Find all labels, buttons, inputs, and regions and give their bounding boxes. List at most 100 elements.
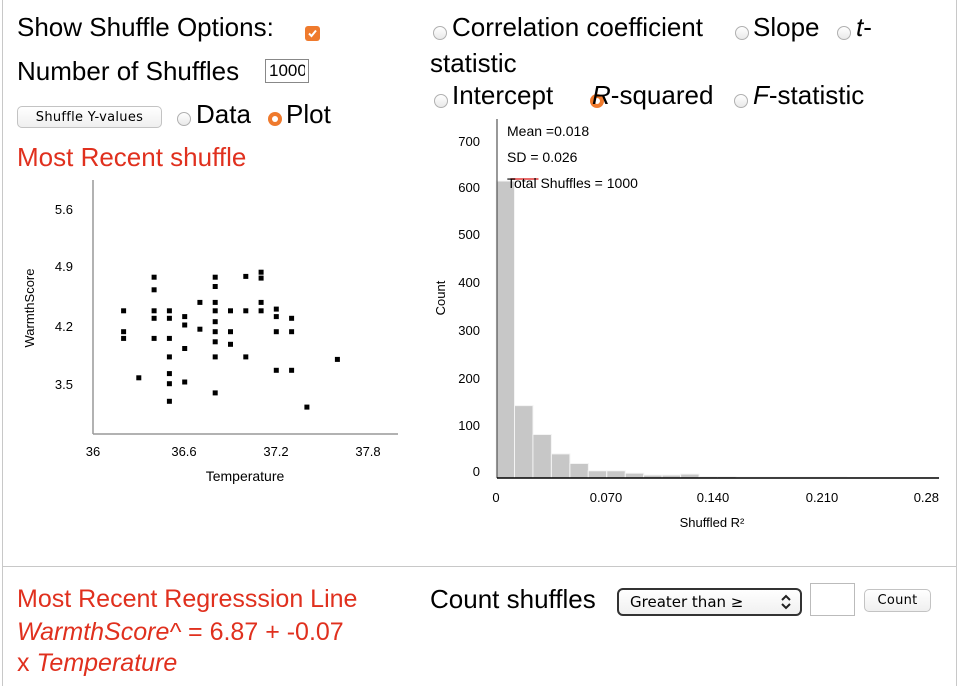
checkmark-icon [308,29,317,38]
hist-xtick-label: 0.210 [806,490,839,505]
regression-var: Temperature [36,649,178,677]
histogram-bar [606,470,626,479]
r-squared-radio[interactable] [590,94,605,108]
t-statistic-hyphen: - [863,12,872,42]
scatter-xtick-label: 37.8 [355,444,380,459]
histogram-bar [495,180,515,479]
num-shuffles-input[interactable] [265,59,309,83]
scatter-ytick-label: 4.9 [55,259,73,274]
scatter-point [258,275,264,281]
scatter-point [182,314,188,320]
hist-ytick-label: 100 [458,418,480,433]
correlation-radio[interactable] [433,26,447,40]
scatter-point [136,375,142,381]
slope-label: Slope [753,12,820,42]
scatter-point [166,371,172,377]
scatter-point [212,354,218,360]
histogram-bar [550,453,571,479]
scatter-point [182,346,188,351]
scatter-point [304,404,310,410]
intercept-radio[interactable] [434,94,448,108]
scatter-point [228,329,233,335]
regression-x-prefix: x [17,649,37,677]
scatter-point [273,306,279,312]
scatter-point [166,315,172,321]
hist-ytick-label: 400 [458,275,480,290]
scatter-point [166,381,172,387]
num-shuffles-label: Number of Shuffles [17,56,240,86]
histogram-bar [514,405,534,479]
scatter-heading: Most Recent shuffle [17,142,247,172]
comparison-select[interactable]: Greater than ≥ [617,588,802,616]
section-divider [2,566,957,567]
data-radio[interactable] [177,112,191,126]
scatter-point [289,315,295,321]
scatter-point [121,329,127,335]
hist-y-axis-label: Count [433,280,448,315]
shuffle-y-values-button[interactable]: Shuffle Y-values [17,106,162,128]
regression-equation: WarmthScore^ = 6.87 + -0.07 [17,617,344,647]
correlation-label: Correlation coefficient [452,12,703,42]
scatter-ytick-label: 3.5 [55,377,73,392]
count-threshold-input[interactable] [810,583,855,616]
hist-sd-text: SD = 0.026 [507,149,578,165]
scatter-point [197,326,203,332]
scatter-point [121,308,127,314]
scatter-ytick-label: 4.2 [55,319,73,334]
scatter-point [212,319,218,325]
scatter-point [258,269,264,275]
scatter-point [243,308,249,314]
hist-total-text: Total Shuffles = 1000 [507,175,638,191]
hist-ytick-label: 600 [458,180,480,195]
chevron-updown-icon [781,594,791,610]
scatter-point [166,308,172,314]
t-statistic-label-rest: statistic [430,48,517,78]
comparison-select-value: Greater than ≥ [630,593,744,611]
intercept-label: Intercept [452,80,554,110]
scatter-point [228,341,233,347]
scatter-point [212,329,218,335]
scatter-point [258,299,264,305]
scatter-point [121,335,127,341]
scatter-point [289,367,295,373]
hist-ytick-label: 500 [458,227,480,242]
scatter-xtick-label: 37.2 [263,444,288,459]
f-statistic-label: F-statistic [753,80,864,110]
regression-lhs: WarmthScore^ [17,618,182,646]
scatter-point [273,367,279,373]
scatter-point [258,308,264,314]
plot-radio[interactable] [268,112,282,126]
hist-x-axis-label: Shuffled R² [680,515,745,530]
scatter-point [166,398,172,404]
scatter-point [182,379,188,385]
scatter-point [212,284,218,289]
histogram-bar [587,470,608,479]
left-border [2,0,3,686]
f-statistic-f: F [753,80,769,110]
scatter-point [212,390,218,396]
hist-xtick-label: 0 [492,490,499,505]
regression-heading: Most Recent Regresssion Line [17,585,358,613]
show-shuffle-checkbox[interactable] [305,26,320,41]
scatter-point [166,335,172,341]
histogram-bar [532,434,552,479]
scatter-x-axis-label: Temperature [206,468,285,484]
scatter-point [151,308,157,314]
t-statistic-label: t- [856,12,872,42]
right-border [956,0,957,686]
count-button[interactable]: Count [864,589,931,612]
data-radio-label: Data [196,99,251,129]
scatter-point [166,354,172,360]
r-squared-r: R [592,80,611,110]
scatter-point [273,314,279,320]
f-statistic-radio[interactable] [734,94,748,108]
slope-radio[interactable] [735,26,749,40]
scatter-point [228,308,233,314]
scatter-xtick-label: 36.6 [171,444,196,459]
t-statistic-radio[interactable] [837,26,851,40]
scatter-point [151,274,157,280]
hist-ytick-label: 700 [458,134,480,149]
r-squared-label: R-squared [592,80,713,110]
scatter-point [212,339,218,345]
scatter-point [334,356,340,362]
